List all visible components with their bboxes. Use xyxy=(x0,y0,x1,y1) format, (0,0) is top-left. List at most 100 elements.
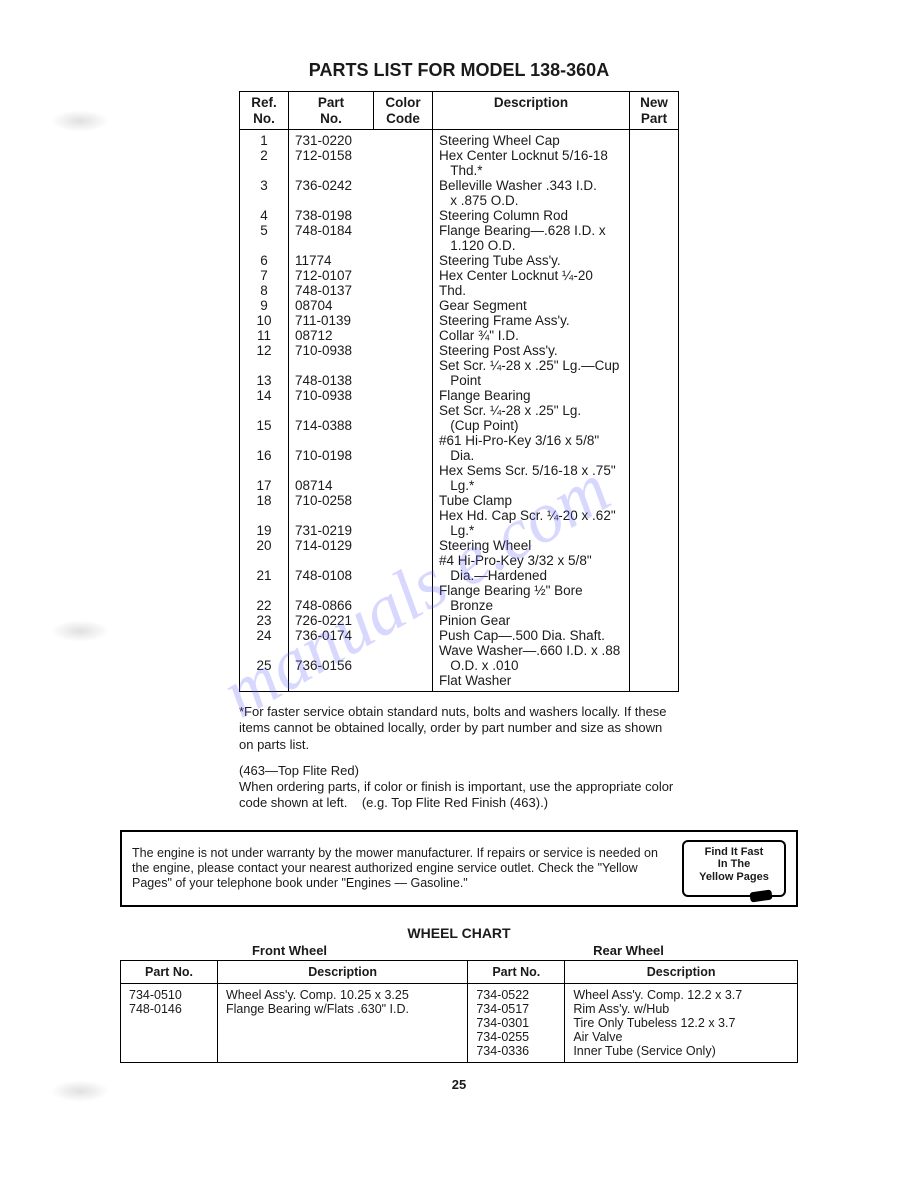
table-line xyxy=(295,463,426,478)
table-line: 16 xyxy=(246,448,282,463)
table-line: 734-0336 xyxy=(476,1044,556,1058)
table-line: 5 xyxy=(246,223,282,238)
table-line: Inner Tube (Service Only) xyxy=(573,1044,789,1058)
table-line: Flange Bearing xyxy=(439,388,623,403)
table-line: Lg.* xyxy=(439,478,623,493)
table-line: 25 xyxy=(246,658,282,673)
table-line: 17 xyxy=(246,478,282,493)
table-line: x .875 O.D. xyxy=(439,193,623,208)
table-line xyxy=(246,643,282,658)
table-line: 734-0301 xyxy=(476,1016,556,1030)
table-line: Dia. xyxy=(439,448,623,463)
table-line xyxy=(295,193,426,208)
table-line xyxy=(246,163,282,178)
table-line: Steering Column Rod xyxy=(439,208,623,223)
wheel-rear-desc-cell: Wheel Ass'y. Comp. 12.2 x 3.7Rim Ass'y. … xyxy=(565,984,798,1063)
table-line: 6 xyxy=(246,253,282,268)
table-line: 711-0139 xyxy=(295,313,426,328)
table-line: 20 xyxy=(246,538,282,553)
table-line: Belleville Washer .343 I.D. xyxy=(439,178,623,193)
table-line: Steering Wheel xyxy=(439,538,623,553)
table-line: Wave Washer—.660 I.D. x .88 xyxy=(439,643,623,658)
table-line xyxy=(246,508,282,523)
scan-artifact xyxy=(50,620,110,642)
table-line: Gear Segment xyxy=(439,298,623,313)
table-line: 712-0107 xyxy=(295,268,426,283)
table-line: (Cup Point) xyxy=(439,418,623,433)
footnote-asterisk: *For faster service obtain standard nuts… xyxy=(239,704,679,753)
table-line: 21 xyxy=(246,568,282,583)
table-line xyxy=(246,553,282,568)
table-line: Pinion Gear xyxy=(439,613,623,628)
table-line: 748-0866 xyxy=(295,598,426,613)
table-line: Wheel Ass'y. Comp. 10.25 x 3.25 xyxy=(226,988,459,1002)
table-line: Hex Center Locknut 5/16-18 xyxy=(439,148,623,163)
table-line: 15 xyxy=(246,418,282,433)
table-line: Lg.* xyxy=(439,523,623,538)
table-line xyxy=(246,193,282,208)
table-line: 2 xyxy=(246,148,282,163)
table-line xyxy=(295,163,426,178)
table-line: Point xyxy=(439,373,623,388)
table-line: 12 xyxy=(246,343,282,358)
table-line: 748-0138 xyxy=(295,373,426,388)
table-line: Steering Tube Ass'y. xyxy=(439,253,623,268)
table-line: Tire Only Tubeless 12.2 x 3.7 xyxy=(573,1016,789,1030)
table-line: Bronze xyxy=(439,598,623,613)
table-line: 731-0219 xyxy=(295,523,426,538)
col-header-part: PartNo. xyxy=(289,92,374,130)
table-line: Dia.—Hardened xyxy=(439,568,623,583)
wheel-th-front-part: Part No. xyxy=(121,961,218,984)
wheel-rear-part-cell: 734-0522734-0517734-0301734-0255734-0336 xyxy=(468,984,565,1063)
table-line: 11 xyxy=(246,328,282,343)
table-line: Hex Center Locknut ¼-20 Thd. xyxy=(439,268,623,298)
table-line: 08712 xyxy=(295,328,426,343)
part-col-body: 731-0220712-0158 736-0242 738-0198748-01… xyxy=(289,130,433,692)
table-line xyxy=(246,358,282,373)
table-line xyxy=(295,643,426,658)
table-line: 734-0510 xyxy=(129,988,209,1002)
table-line: 748-0108 xyxy=(295,568,426,583)
table-line: 738-0198 xyxy=(295,208,426,223)
table-line: 11774 xyxy=(295,253,426,268)
table-line: 734-0517 xyxy=(476,1002,556,1016)
table-line: 08704 xyxy=(295,298,426,313)
table-line xyxy=(246,238,282,253)
parts-table: Ref.No. PartNo. ColorCode Description Ne… xyxy=(239,91,679,692)
table-line: 710-0938 xyxy=(295,388,426,403)
table-line: Hex Sems Scr. 5/16-18 x .75" xyxy=(439,463,623,478)
table-line: 714-0388 xyxy=(295,418,426,433)
wheel-subheaders: Front Wheel Rear Wheel xyxy=(120,943,798,958)
scan-artifact xyxy=(50,1080,110,1102)
table-line: 734-0522 xyxy=(476,988,556,1002)
table-line: Thd.* xyxy=(439,163,623,178)
table-line: 7 xyxy=(246,268,282,283)
page: manuals e.com PARTS LIST FOR MODEL 138-3… xyxy=(0,0,918,1132)
table-line: Flange Bearing—.628 I.D. x xyxy=(439,223,623,238)
new-col-body xyxy=(630,130,679,692)
wheel-chart-table: Part No. Description Part No. Descriptio… xyxy=(120,960,798,1063)
table-line: 1.120 O.D. xyxy=(439,238,623,253)
table-line: 748-0146 xyxy=(129,1002,209,1016)
table-line xyxy=(295,553,426,568)
table-line: 748-0184 xyxy=(295,223,426,238)
footnote-color-code: (463—Top Flite Red) xyxy=(239,763,359,778)
table-line: O.D. x .010 xyxy=(439,658,623,673)
table-line xyxy=(295,508,426,523)
table-line: 24 xyxy=(246,628,282,643)
yellow-pages-badge: Find It FastIn TheYellow Pages xyxy=(682,840,786,898)
table-line: 9 xyxy=(246,298,282,313)
wheel-front-part-cell: 734-0510748-0146 xyxy=(121,984,218,1063)
table-line: 710-0198 xyxy=(295,448,426,463)
footnotes: *For faster service obtain standard nuts… xyxy=(239,704,679,812)
table-line: 08714 xyxy=(295,478,426,493)
table-line: 13 xyxy=(246,373,282,388)
desc-col-body: Steering Wheel CapHex Center Locknut 5/1… xyxy=(433,130,630,692)
table-line: 710-0258 xyxy=(295,493,426,508)
wheel-chart-title: WHEEL CHART xyxy=(120,925,798,941)
table-line: 748-0137 xyxy=(295,283,426,298)
table-line: 734-0255 xyxy=(476,1030,556,1044)
table-line: 19 xyxy=(246,523,282,538)
table-line: 712-0158 xyxy=(295,148,426,163)
rear-wheel-label: Rear Wheel xyxy=(459,943,798,958)
